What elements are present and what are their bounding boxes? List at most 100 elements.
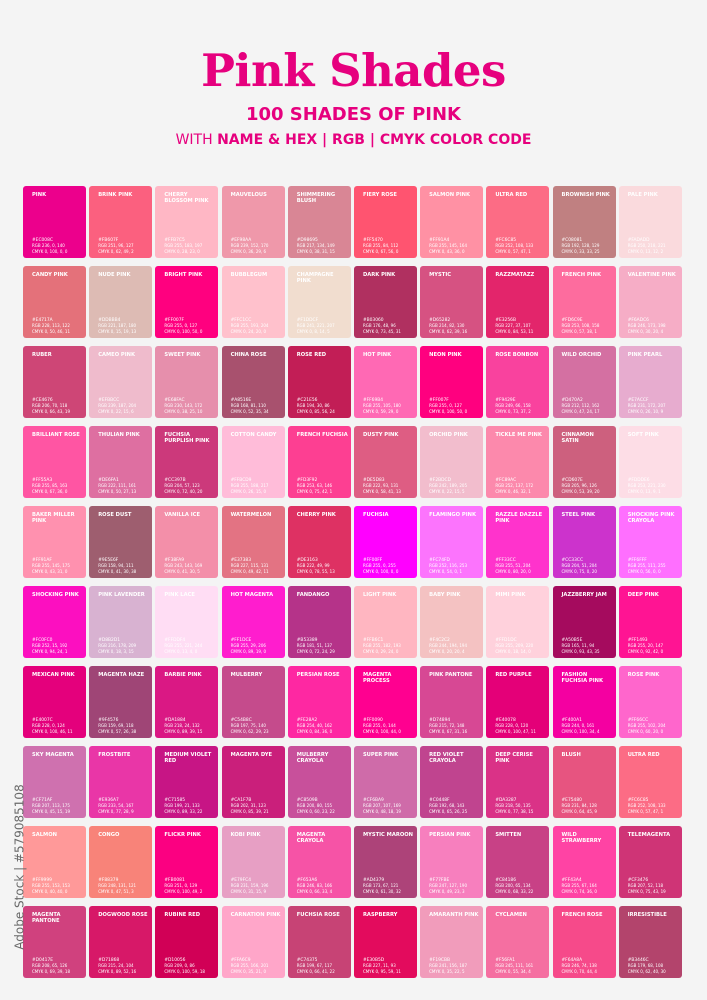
swatch-name: CYCLAMEN — [495, 912, 527, 918]
swatch-cmyk: CMYK 0, 73, 37, 2 — [495, 409, 531, 414]
swatch-name: CHERRY BLOSSOM PINK — [164, 192, 209, 205]
swatch-cmyk: CMYK 0, 70, 44, 4 — [561, 969, 597, 974]
color-swatch: FROSTBITE #E936A7 RGB 233, 54, 167 CMYK 0, … — [89, 746, 153, 818]
swatch-name: RED PURPLE — [495, 672, 532, 678]
swatch-name: RAZZMATAZZ — [495, 272, 535, 278]
color-swatch: MIMI PINK #FFD1DC RGB 255, 209, 220 CMYK 0,… — [486, 586, 550, 658]
swatch-name: SHOCKING PINK CRAYOLA — [627, 512, 675, 525]
swatch-hex: #AD4379 — [362, 878, 385, 883]
swatch-name: FUCHSIA PURPLISH PINK — [164, 432, 210, 445]
swatch-rgb: RGB 254, 40, 162 — [296, 723, 333, 728]
swatch-name: CARNATION PINK — [230, 912, 281, 918]
swatch-rgb: RGB 255, 0, 255 — [362, 563, 396, 568]
swatch-hex: #FF91A4 — [429, 238, 450, 243]
swatch-cmyk: CMYK 0, 13, 9, 1 — [627, 489, 661, 494]
swatch-cmyk: CMYK 0, 28, 23, 0 — [164, 249, 200, 254]
color-swatch: MAGENTA CRAYOLA #F653A6 RGB 246, 83, 166 CM… — [287, 826, 351, 898]
swatch-rgb: RGB 255, 111, 255 — [627, 563, 666, 568]
swatch-cmyk: CMYK 0, 43, 31, 0 — [32, 569, 68, 574]
swatch-rgb: RGB 202, 31, 123 — [230, 803, 266, 808]
swatch-hex: #FF69B4 — [362, 398, 384, 403]
swatch-rgb: RGB 246, 74, 138 — [561, 963, 597, 968]
swatch-name: JAZZBERRY JAM — [561, 592, 607, 598]
swatch-cmyk: CMYK 0, 29, 24, 0 — [362, 649, 399, 654]
color-swatch: FRENCH PINK #FD6C9E RGB 253, 108, 158 CMYK … — [552, 266, 616, 338]
swatch-cmyk: CMYK 0, 75, 42, 1 — [296, 489, 333, 494]
swatch-cmyk: CMYK 0, 100, 34, 4 — [561, 729, 600, 734]
color-swatch: CAMEO PINK #EFBBCC RGB 239, 187, 204 CMYK 0… — [89, 346, 153, 418]
color-swatch: RAZZLE DAZZLE PINK #FF33CC RGB 255, 51, 20… — [486, 506, 550, 578]
swatch-cmyk: CMYK 0, 64, 45, 9 — [561, 809, 597, 814]
swatch-hex: #F2BDCD — [429, 478, 451, 483]
swatch-rgb: RGB 255, 193, 204 — [230, 323, 269, 328]
page-subtitle: 100 SHADES OF PINK — [245, 104, 462, 125]
swatch-name: CAMEO PINK — [98, 352, 136, 358]
swatch-cmyk: CMYK 0, 94, 24, 1 — [32, 649, 68, 654]
swatch-name: SOFT PINK — [627, 432, 659, 438]
color-swatch: THULIAN PINK #DE6FA1 RGB 222, 111, 161 CMYK… — [89, 426, 153, 498]
swatch-hex: #FF007F — [164, 318, 185, 323]
swatch-hex: #D8B2D1 — [98, 638, 121, 643]
swatch-cmyk: CMYK 0, 78, 55, 13 — [296, 569, 335, 574]
swatch-hex: #E75480 — [561, 798, 582, 803]
swatch-cmyk: CMYK 0, 57, 38, 1 — [561, 329, 597, 334]
swatch-hex: #DE5D83 — [362, 478, 385, 483]
swatch-hex: #CA1F7B — [230, 798, 252, 803]
swatch-hex: #D10056 — [164, 958, 186, 963]
swatch-cmyk: CMYK 0, 57, 47, 1 — [495, 249, 531, 254]
color-swatch: CHERRY BLOSSOM PINK #FFB7C5 RGB 255, 183, … — [155, 186, 219, 258]
swatch-cmyk: CMYK 0, 22, 15, 6 — [98, 409, 134, 414]
swatch-hex: #FDDDE6 — [627, 478, 650, 483]
swatch-cmyk: CMYK 0, 60, 23, 22 — [296, 809, 335, 814]
swatch-hex: #F9429E — [495, 398, 516, 403]
swatch-name: DARK PINK — [362, 272, 396, 278]
swatch-cmyk: CMYK 0, 26, 15, 0 — [230, 489, 267, 494]
swatch-cmyk: CMYK 0, 62, 40, 30 — [627, 969, 666, 974]
swatch-rgb: RGB 255, 67, 164 — [561, 883, 597, 888]
swatch-hex: #FFB7C5 — [164, 238, 185, 243]
swatch-hex: #FD3F92 — [296, 478, 318, 483]
swatch-hex: #FC6C85 — [495, 238, 517, 243]
swatch-rgb: RGB 253, 221, 230 — [627, 483, 666, 488]
swatch-name: MAGENTA PROCESS — [362, 672, 392, 685]
swatch-rgb: RGB 217, 134, 149 — [296, 243, 335, 248]
swatch-cmyk: CMYK 0, 50, 27, 13 — [98, 489, 137, 494]
swatch-rgb: RGB 248, 131, 121 — [98, 883, 137, 888]
swatch-cmyk: CMYK 0, 100, 49, 2 — [164, 889, 203, 894]
swatch-name: CHAMPAGNE PINK — [296, 272, 334, 285]
swatch-hex: #FF9999 — [32, 878, 52, 883]
swatch-name: ULTRA RED — [627, 752, 660, 758]
color-swatch: CINNAMON SATIN #CD607E RGB 205, 96, 126 CMY… — [552, 426, 616, 498]
swatch-name: CINNAMON SATIN — [561, 432, 594, 445]
swatch-rgb: RGB 222, 49, 99 — [296, 563, 330, 568]
color-swatch: FLICKR PINK #FB0081 RGB 251, 0, 129 CMYK 0,… — [155, 826, 219, 898]
swatch-rgb: RGB 215, 72, 148 — [429, 723, 465, 728]
swatch-name: RAZZLE DAZZLE PINK — [495, 512, 543, 525]
color-swatch: KOBI PINK #E79FC4 RGB 231, 159, 196 CMYK 0,… — [221, 826, 285, 898]
swatch-cmyk: CMYK 0, 95, 59, 11 — [362, 969, 401, 974]
swatch-hex: #F56FA1 — [495, 958, 516, 963]
color-swatch: WATERMELON #E37383 RGB 227, 115, 131 CMYK 0… — [221, 506, 285, 578]
swatch-rgb: RGB 231, 172, 207 — [627, 403, 666, 408]
swatch-name: SMITTEN — [495, 832, 522, 838]
swatch-hex: #C08081 — [561, 238, 583, 243]
swatch-hex: #FB0081 — [164, 878, 185, 883]
swatch-rgb: RGB 247, 127, 190 — [429, 883, 468, 888]
color-swatch: CYCLAMEN #F56FA1 RGB 245, 111, 161 CMYK 0, … — [486, 906, 550, 978]
swatch-name: DEEP CERISE PINK — [495, 752, 533, 765]
swatch-cmyk: CMYK 0, 31, 15, 9 — [230, 889, 267, 894]
swatch-name: MIMI PINK — [495, 592, 526, 598]
swatch-hex: #D470A2 — [561, 398, 583, 403]
swatch-cmyk: CMYK 0, 100, 0, 0 — [32, 249, 68, 254]
swatch-name: AMARANTH PINK — [429, 912, 479, 918]
swatch-hex: #D98695 — [296, 238, 318, 243]
swatch-name: FANDANGO — [296, 592, 330, 598]
swatch-name: TELEMAGENTA — [627, 832, 671, 838]
swatch-cmyk: CMYK 0, 84, 36, 0 — [296, 729, 333, 734]
color-swatch: ORCHID PINK #F2BDCD RGB 242, 189, 205 CMYK … — [420, 426, 484, 498]
swatch-cmyk: CMYK 0, 47, 24, 17 — [561, 409, 600, 414]
watermark-text: Adobe Stock | #579085108 — [12, 784, 27, 950]
swatch-rgb: RGB 246, 173, 198 — [627, 323, 666, 328]
swatch-rgb: RGB 199, 67, 117 — [296, 963, 333, 968]
swatch-hex: #FF1DCE — [230, 638, 252, 643]
